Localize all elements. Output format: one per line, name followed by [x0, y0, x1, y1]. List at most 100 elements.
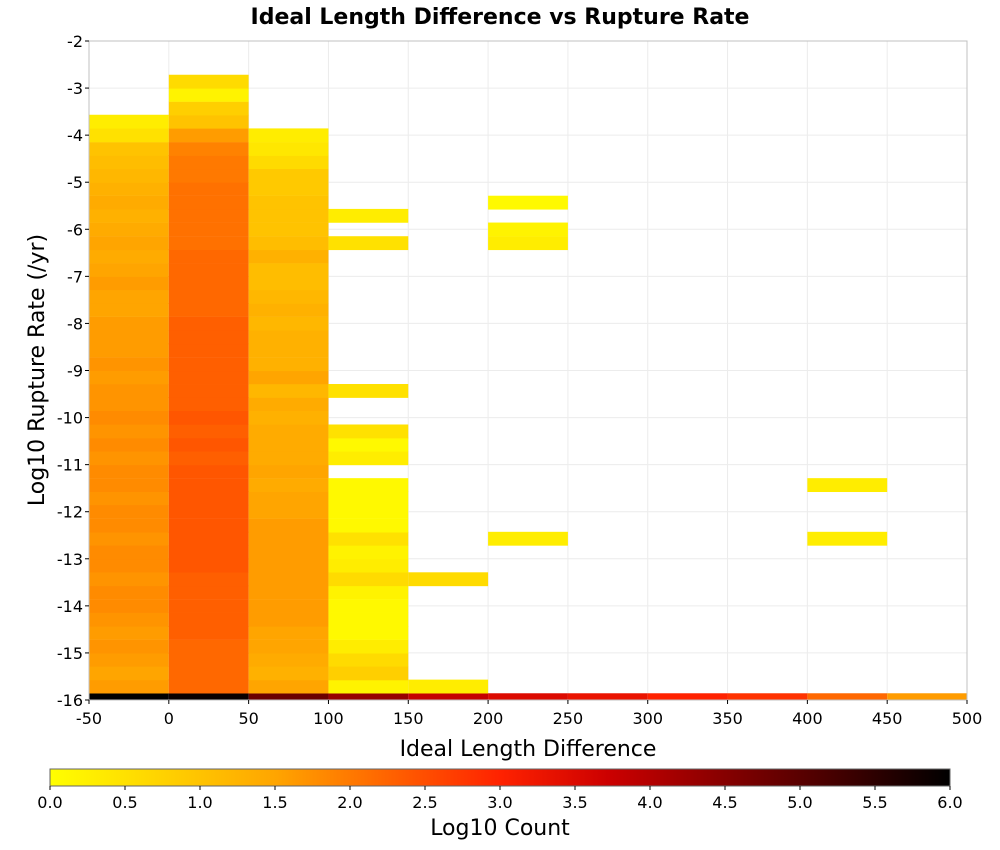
colorbar-tick-label: 3.0: [487, 793, 512, 812]
heatmap-cell: [248, 357, 329, 372]
colorbar-ticks: 0.0 0.5 1.0 1.5 2.0 2.5 3.0 3.5 4.0 4.5 5.0 5.5 6.0: [37, 786, 963, 812]
x-tick-label: 300: [632, 709, 663, 728]
heatmap-cell: [89, 639, 169, 654]
heatmap-cell: [168, 478, 249, 493]
heatmap-cell: [89, 558, 169, 573]
heatmap-cell: [168, 585, 249, 600]
heatmap-cell: [248, 572, 329, 587]
heatmap-cell: [328, 666, 409, 681]
y-tick-label: -13: [57, 550, 83, 569]
heatmap-cell: [89, 518, 169, 533]
colorbar-tick-label: 0.0: [37, 793, 62, 812]
heatmap-cell: [248, 451, 329, 466]
heatmap-cell: [89, 397, 169, 412]
heatmap-cell: [248, 263, 329, 277]
y-tick-label: -6: [67, 220, 83, 239]
heatmap-cell: [168, 599, 249, 613]
heatmap-cell: [488, 236, 568, 251]
heatmap-cell: [248, 518, 329, 533]
heatmap-cell: [807, 693, 888, 701]
heatmap-cell: [248, 289, 329, 304]
heatmap-cell: [168, 693, 249, 701]
colorbar: [49, 768, 951, 787]
colorbar-tick-label: 5.5: [862, 793, 887, 812]
heatmap-cell: [168, 625, 249, 640]
heatmap-cell: [168, 451, 249, 466]
heatmap-cell: [328, 572, 409, 587]
heatmap-cell: [168, 410, 249, 425]
heatmap-cell: [328, 585, 409, 600]
heatmap-cell: [89, 276, 169, 291]
heatmap-cell: [408, 693, 489, 701]
heatmap-cell: [488, 195, 568, 210]
y-tick-label: -8: [67, 314, 83, 333]
heatmap-cell: [328, 558, 409, 573]
heatmap-cell: [168, 464, 249, 479]
heatmap-cell: [168, 316, 249, 331]
heatmap-cell: [248, 316, 329, 331]
heatmap-cell: [89, 504, 169, 519]
heatmap-cell: [89, 370, 169, 385]
heatmap-cell: [168, 424, 249, 439]
heatmap-cell: [168, 370, 249, 385]
heatmap-cell: [328, 545, 409, 560]
heatmap-cell: [248, 612, 329, 627]
heatmap-cell: [248, 222, 329, 237]
heatmap-cell: [168, 679, 249, 694]
heatmap-cell: [89, 572, 169, 587]
heatmap-cell: [248, 384, 329, 398]
heatmap-cell: [168, 343, 249, 358]
heatmap-cell: [248, 276, 329, 291]
heatmap-cell: [89, 625, 169, 640]
heatmap-cell: [168, 276, 249, 291]
heatmap-cell: [248, 330, 329, 345]
heatmap-cell: [328, 451, 409, 466]
heatmap-cell: [248, 397, 329, 412]
heatmap-cell: [89, 424, 169, 439]
heatmap-cell: [89, 316, 169, 331]
colorbar-tick-label: 6.0: [937, 793, 962, 812]
heatmap-cell: [248, 182, 329, 196]
heatmap-cell: [248, 208, 329, 223]
heatmap-cell: [248, 142, 329, 156]
heatmap-cell: [89, 585, 169, 600]
heatmap-cell: [89, 652, 169, 667]
heatmap-cell: [168, 222, 249, 237]
heatmap-cell: [248, 236, 329, 251]
heatmap-cell: [168, 74, 249, 89]
heatmap-cell: [248, 639, 329, 654]
heatmap-cell: [248, 652, 329, 667]
heatmap-cell: [89, 451, 169, 466]
y-tick-label: -4: [67, 126, 83, 145]
heatmap-cell: [727, 693, 808, 701]
heatmap-cell: [89, 612, 169, 627]
heatmap-cell: [248, 679, 329, 694]
heatmap-cell: [89, 263, 169, 277]
x-tick-label: 450: [872, 709, 903, 728]
y-axis-ticks: -2 -3 -4 -5 -6 -7 -8 -9 -10 -11 -12 -13 -14 -15 -16: [57, 32, 89, 710]
heatmap-cell: [89, 195, 169, 210]
heatmap-cell: [168, 208, 249, 223]
heatmap-cell: [168, 639, 249, 654]
x-tick-label: 250: [553, 709, 584, 728]
heatmap-cell: [248, 693, 329, 701]
heatmap-cell: [248, 464, 329, 479]
x-tick-label: 50: [238, 709, 258, 728]
heatmap-cell: [168, 303, 249, 317]
heatmap-cell: [89, 545, 169, 560]
colorbar-tick-label: 2.0: [337, 793, 362, 812]
heatmap-cell: [248, 195, 329, 210]
heatmap-cell: [887, 693, 967, 701]
y-tick-label: -2: [67, 32, 83, 51]
x-tick-label: 200: [473, 709, 504, 728]
heatmap-cell: [328, 518, 409, 533]
heatmap-cell: [89, 531, 169, 546]
heatmap-cell: [89, 249, 169, 264]
y-tick-label: -12: [57, 503, 83, 522]
heatmap-cell: [89, 303, 169, 317]
heatmap-cell: [168, 289, 249, 304]
heatmap-cell: [248, 249, 329, 264]
heatmap-cell: [89, 693, 169, 701]
heatmap-cell: [89, 128, 169, 143]
colorbar-label: Log10 Count: [430, 816, 570, 841]
